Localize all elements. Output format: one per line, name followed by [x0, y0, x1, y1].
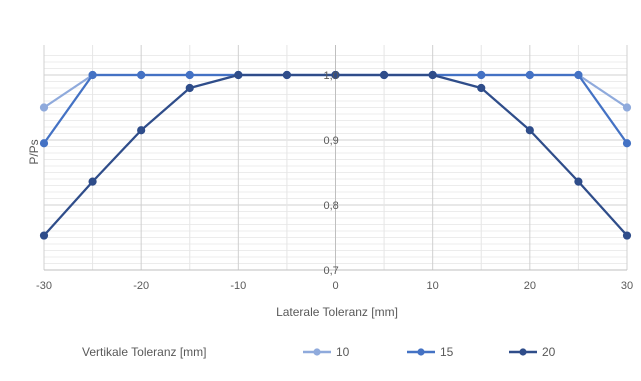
legend-item-15: 15 [407, 345, 454, 359]
data-point [234, 70, 243, 80]
legend-title: Vertikale Toleranz [mm] [82, 345, 207, 359]
data-point [88, 177, 97, 186]
data-point [331, 70, 340, 80]
data-point [574, 70, 583, 80]
data-point [137, 70, 146, 80]
y-tick-label: 0,9 [324, 135, 339, 147]
data-point [39, 139, 49, 148]
legend-marker [519, 348, 527, 356]
data-point [88, 70, 97, 80]
data-point [525, 70, 534, 80]
data-point [477, 83, 486, 93]
legend-marker [313, 348, 321, 356]
legend-item-10: 10 [303, 345, 350, 359]
data-point [525, 126, 534, 135]
data-point [137, 126, 146, 135]
axes [44, 45, 627, 271]
x-tick-label: 20 [524, 280, 536, 292]
legend-label: 10 [336, 345, 350, 359]
data-point [282, 70, 292, 80]
x-tick-label: -20 [133, 280, 149, 292]
data-point [39, 103, 49, 112]
y-axis-title: P/Ps [27, 139, 41, 164]
legend-item-20: 20 [509, 345, 556, 359]
legend: Vertikale Toleranz [mm] 10 15 20 [82, 345, 556, 359]
series-layer [39, 70, 632, 240]
data-point [622, 139, 632, 148]
legend-marker [417, 348, 425, 356]
data-point [477, 70, 486, 80]
data-point [39, 231, 49, 240]
tick-labels: -30 -20 -10 0 10 20 30 0,7 0,8 0,9 1,0 [36, 70, 633, 292]
y-tick-label: 1,0 [324, 70, 339, 82]
x-tick-label: -10 [230, 280, 246, 292]
data-point [622, 103, 632, 112]
y-tick-label: 0,7 [324, 265, 339, 277]
x-axis-title: Laterale Toleranz [mm] [276, 305, 398, 319]
legend-label: 15 [440, 345, 454, 359]
data-point [428, 70, 437, 80]
data-point [574, 177, 583, 186]
series-20 [39, 70, 632, 240]
x-tick-label: 30 [621, 280, 633, 292]
legend-label: 20 [542, 345, 556, 359]
data-point [622, 231, 632, 240]
x-tick-label: 0 [332, 280, 338, 292]
data-point [185, 83, 194, 93]
x-tick-label: 10 [427, 280, 439, 292]
y-tick-label: 0,8 [324, 200, 339, 212]
data-point [185, 70, 194, 80]
data-point [379, 70, 389, 80]
x-tick-label: -30 [36, 280, 52, 292]
